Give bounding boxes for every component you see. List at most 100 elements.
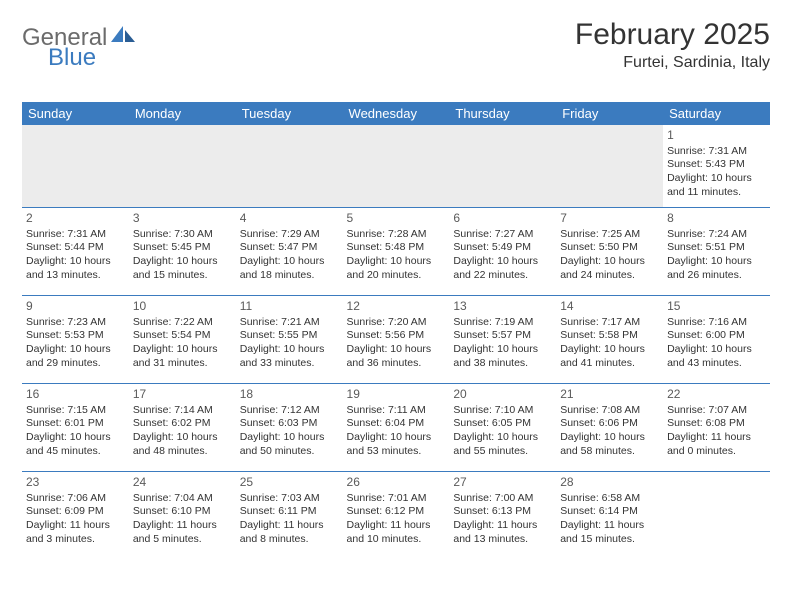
daylight-text: Daylight: 10 hours and 53 minutes. — [347, 431, 446, 458]
daylight-text: Daylight: 10 hours and 50 minutes. — [240, 431, 339, 458]
week-row: 1Sunrise: 7:31 AMSunset: 5:43 PMDaylight… — [22, 125, 770, 208]
daylight-text: Daylight: 10 hours and 55 minutes. — [453, 431, 552, 458]
day-number: 20 — [453, 387, 552, 403]
day-cell: 16Sunrise: 7:15 AMSunset: 6:01 PMDayligh… — [22, 384, 129, 472]
day-cell: 15Sunrise: 7:16 AMSunset: 6:00 PMDayligh… — [663, 296, 770, 384]
daylight-text: Daylight: 10 hours and 24 minutes. — [560, 255, 659, 282]
daylight-text: Daylight: 10 hours and 20 minutes. — [347, 255, 446, 282]
daylight-text: Daylight: 11 hours and 10 minutes. — [347, 519, 446, 546]
day-number: 16 — [26, 387, 125, 403]
day-cell: 9Sunrise: 7:23 AMSunset: 5:53 PMDaylight… — [22, 296, 129, 384]
sunset-text: Sunset: 6:09 PM — [26, 505, 125, 519]
sunrise-text: Sunrise: 7:21 AM — [240, 316, 339, 330]
sunrise-text: Sunrise: 7:16 AM — [667, 316, 766, 330]
calendar-page: General February 2025 Furtei, Sardinia, … — [0, 0, 792, 578]
day-number: 25 — [240, 475, 339, 491]
sunrise-text: Sunrise: 7:11 AM — [347, 404, 446, 418]
sunset-text: Sunset: 6:08 PM — [667, 417, 766, 431]
day-number: 3 — [133, 211, 232, 227]
day-number: 23 — [26, 475, 125, 491]
sunrise-text: Sunrise: 7:15 AM — [26, 404, 125, 418]
day-cell: 12Sunrise: 7:20 AMSunset: 5:56 PMDayligh… — [343, 296, 450, 384]
sunrise-text: Sunrise: 7:04 AM — [133, 492, 232, 506]
sunset-text: Sunset: 6:10 PM — [133, 505, 232, 519]
day-number: 10 — [133, 299, 232, 315]
sunset-text: Sunset: 6:03 PM — [240, 417, 339, 431]
day-cell: 1Sunrise: 7:31 AMSunset: 5:43 PMDaylight… — [663, 125, 770, 208]
sunrise-text: Sunrise: 7:22 AM — [133, 316, 232, 330]
col-wednesday: Wednesday — [343, 102, 450, 125]
day-number: 6 — [453, 211, 552, 227]
sunrise-text: Sunrise: 7:03 AM — [240, 492, 339, 506]
day-number: 13 — [453, 299, 552, 315]
day-header-row: Sunday Monday Tuesday Wednesday Thursday… — [22, 102, 770, 125]
daylight-text: Daylight: 11 hours and 0 minutes. — [667, 431, 766, 458]
daylight-text: Daylight: 10 hours and 43 minutes. — [667, 343, 766, 370]
day-number: 21 — [560, 387, 659, 403]
day-number: 18 — [240, 387, 339, 403]
sunset-text: Sunset: 5:48 PM — [347, 241, 446, 255]
sunset-text: Sunset: 5:55 PM — [240, 329, 339, 343]
sunset-text: Sunset: 5:49 PM — [453, 241, 552, 255]
sunrise-text: Sunrise: 7:17 AM — [560, 316, 659, 330]
day-cell: 6Sunrise: 7:27 AMSunset: 5:49 PMDaylight… — [449, 208, 556, 296]
sunset-text: Sunset: 6:05 PM — [453, 417, 552, 431]
sunrise-text: Sunrise: 7:06 AM — [26, 492, 125, 506]
day-cell: 18Sunrise: 7:12 AMSunset: 6:03 PMDayligh… — [236, 384, 343, 472]
day-cell: 19Sunrise: 7:11 AMSunset: 6:04 PMDayligh… — [343, 384, 450, 472]
day-cell: 21Sunrise: 7:08 AMSunset: 6:06 PMDayligh… — [556, 384, 663, 472]
daylight-text: Daylight: 10 hours and 22 minutes. — [453, 255, 552, 282]
daylight-text: Daylight: 11 hours and 5 minutes. — [133, 519, 232, 546]
day-cell — [236, 125, 343, 208]
sunset-text: Sunset: 5:53 PM — [26, 329, 125, 343]
day-number: 5 — [347, 211, 446, 227]
day-cell: 17Sunrise: 7:14 AMSunset: 6:02 PMDayligh… — [129, 384, 236, 472]
day-cell: 24Sunrise: 7:04 AMSunset: 6:10 PMDayligh… — [129, 472, 236, 560]
sunrise-text: Sunrise: 7:24 AM — [667, 228, 766, 242]
sunrise-text: Sunrise: 7:20 AM — [347, 316, 446, 330]
daylight-text: Daylight: 11 hours and 8 minutes. — [240, 519, 339, 546]
sunrise-text: Sunrise: 7:07 AM — [667, 404, 766, 418]
col-thursday: Thursday — [449, 102, 556, 125]
sunrise-text: Sunrise: 7:31 AM — [26, 228, 125, 242]
daylight-text: Daylight: 10 hours and 13 minutes. — [26, 255, 125, 282]
daylight-text: Daylight: 10 hours and 11 minutes. — [667, 172, 766, 199]
day-cell: 2Sunrise: 7:31 AMSunset: 5:44 PMDaylight… — [22, 208, 129, 296]
sunset-text: Sunset: 5:43 PM — [667, 158, 766, 172]
logo-sail-icon — [111, 26, 137, 44]
sunset-text: Sunset: 6:13 PM — [453, 505, 552, 519]
day-cell: 10Sunrise: 7:22 AMSunset: 5:54 PMDayligh… — [129, 296, 236, 384]
sunrise-text: Sunrise: 7:10 AM — [453, 404, 552, 418]
sunset-text: Sunset: 5:44 PM — [26, 241, 125, 255]
day-cell — [343, 125, 450, 208]
calendar-table: Sunday Monday Tuesday Wednesday Thursday… — [22, 102, 770, 560]
day-number: 17 — [133, 387, 232, 403]
daylight-text: Daylight: 10 hours and 15 minutes. — [133, 255, 232, 282]
day-number: 11 — [240, 299, 339, 315]
sunrise-text: Sunrise: 7:31 AM — [667, 145, 766, 159]
daylight-text: Daylight: 10 hours and 41 minutes. — [560, 343, 659, 370]
page-subtitle: Furtei, Sardinia, Italy — [575, 54, 770, 72]
sunrise-text: Sunrise: 7:29 AM — [240, 228, 339, 242]
day-cell: 3Sunrise: 7:30 AMSunset: 5:45 PMDaylight… — [129, 208, 236, 296]
day-cell: 26Sunrise: 7:01 AMSunset: 6:12 PMDayligh… — [343, 472, 450, 560]
day-number: 19 — [347, 387, 446, 403]
sunrise-text: Sunrise: 7:25 AM — [560, 228, 659, 242]
sunset-text: Sunset: 6:11 PM — [240, 505, 339, 519]
col-sunday: Sunday — [22, 102, 129, 125]
sunrise-text: Sunrise: 7:27 AM — [453, 228, 552, 242]
day-cell — [129, 125, 236, 208]
daylight-text: Daylight: 10 hours and 29 minutes. — [26, 343, 125, 370]
col-friday: Friday — [556, 102, 663, 125]
sunrise-text: Sunrise: 7:08 AM — [560, 404, 659, 418]
day-cell — [556, 125, 663, 208]
day-cell: 22Sunrise: 7:07 AMSunset: 6:08 PMDayligh… — [663, 384, 770, 472]
sunset-text: Sunset: 5:51 PM — [667, 241, 766, 255]
day-cell: 23Sunrise: 7:06 AMSunset: 6:09 PMDayligh… — [22, 472, 129, 560]
daylight-text: Daylight: 11 hours and 3 minutes. — [26, 519, 125, 546]
title-block: February 2025 Furtei, Sardinia, Italy — [575, 18, 770, 72]
sunrise-text: Sunrise: 7:28 AM — [347, 228, 446, 242]
day-number: 8 — [667, 211, 766, 227]
sunset-text: Sunset: 5:54 PM — [133, 329, 232, 343]
sunset-text: Sunset: 5:45 PM — [133, 241, 232, 255]
